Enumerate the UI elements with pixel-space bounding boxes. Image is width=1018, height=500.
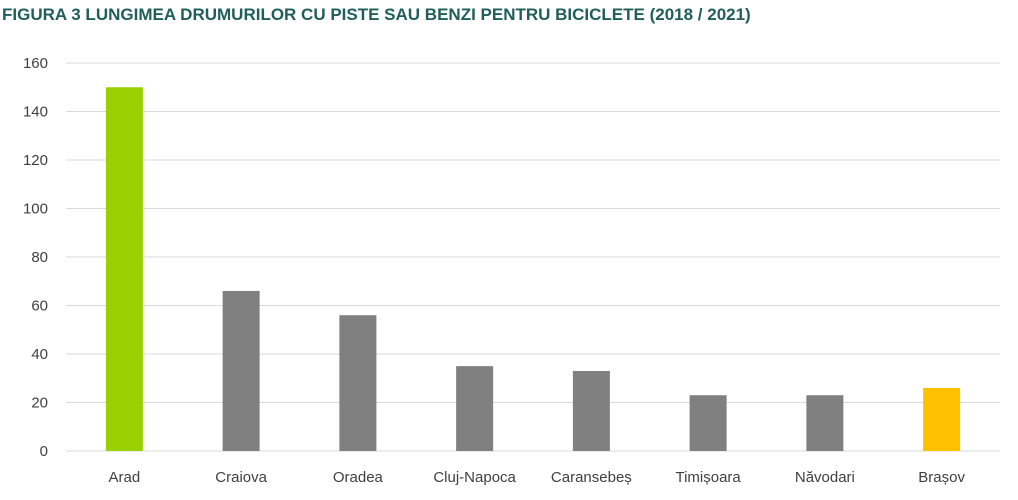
x-tick-label: Oradea xyxy=(333,469,384,486)
x-tick-label: Năvodari xyxy=(795,469,855,486)
y-tick-label-120: 120 xyxy=(23,152,48,169)
bar-caransebe- xyxy=(572,370,610,451)
y-tick-label-140: 140 xyxy=(23,104,48,121)
y-tick-label-100: 100 xyxy=(23,201,48,218)
y-tick-label-80: 80 xyxy=(31,249,48,266)
x-tick-label: Cluj-Napoca xyxy=(433,469,516,486)
y-tick-label-40: 40 xyxy=(31,346,48,363)
bar-arad xyxy=(105,87,143,451)
bar-timi-oara xyxy=(689,395,727,451)
x-tick-label: Timișoara xyxy=(675,469,741,486)
y-tick-label-160: 160 xyxy=(23,55,48,72)
gridlines xyxy=(66,62,1000,452)
bar-bra-ov xyxy=(923,387,961,451)
y-tick-label-0: 0 xyxy=(40,443,48,460)
bars xyxy=(105,87,961,451)
y-tick-label-20: 20 xyxy=(31,395,48,412)
x-axis-tick-labels: Arad Craiova Oradea Cluj-Napoca Caransebeș Ti… xyxy=(109,469,966,486)
bar-cluj-napoca xyxy=(456,366,494,451)
x-tick-label: Caransebeș xyxy=(551,469,632,486)
chart-title: FIGURA 3 LUNGIMEA DRUMURILOR CU PISTE SA… xyxy=(2,5,751,24)
y-axis-tick-labels: 0 20 40 60 80 100 120 140 160 xyxy=(23,55,48,460)
y-tick-label-60: 60 xyxy=(31,298,48,315)
x-tick-label: Brașov xyxy=(918,469,965,486)
x-tick-label: Craiova xyxy=(215,469,267,486)
bar-oradea xyxy=(339,315,377,451)
bar-n-vodari xyxy=(806,395,844,451)
x-tick-label: Arad xyxy=(109,469,141,486)
bar-craiova xyxy=(222,290,260,451)
